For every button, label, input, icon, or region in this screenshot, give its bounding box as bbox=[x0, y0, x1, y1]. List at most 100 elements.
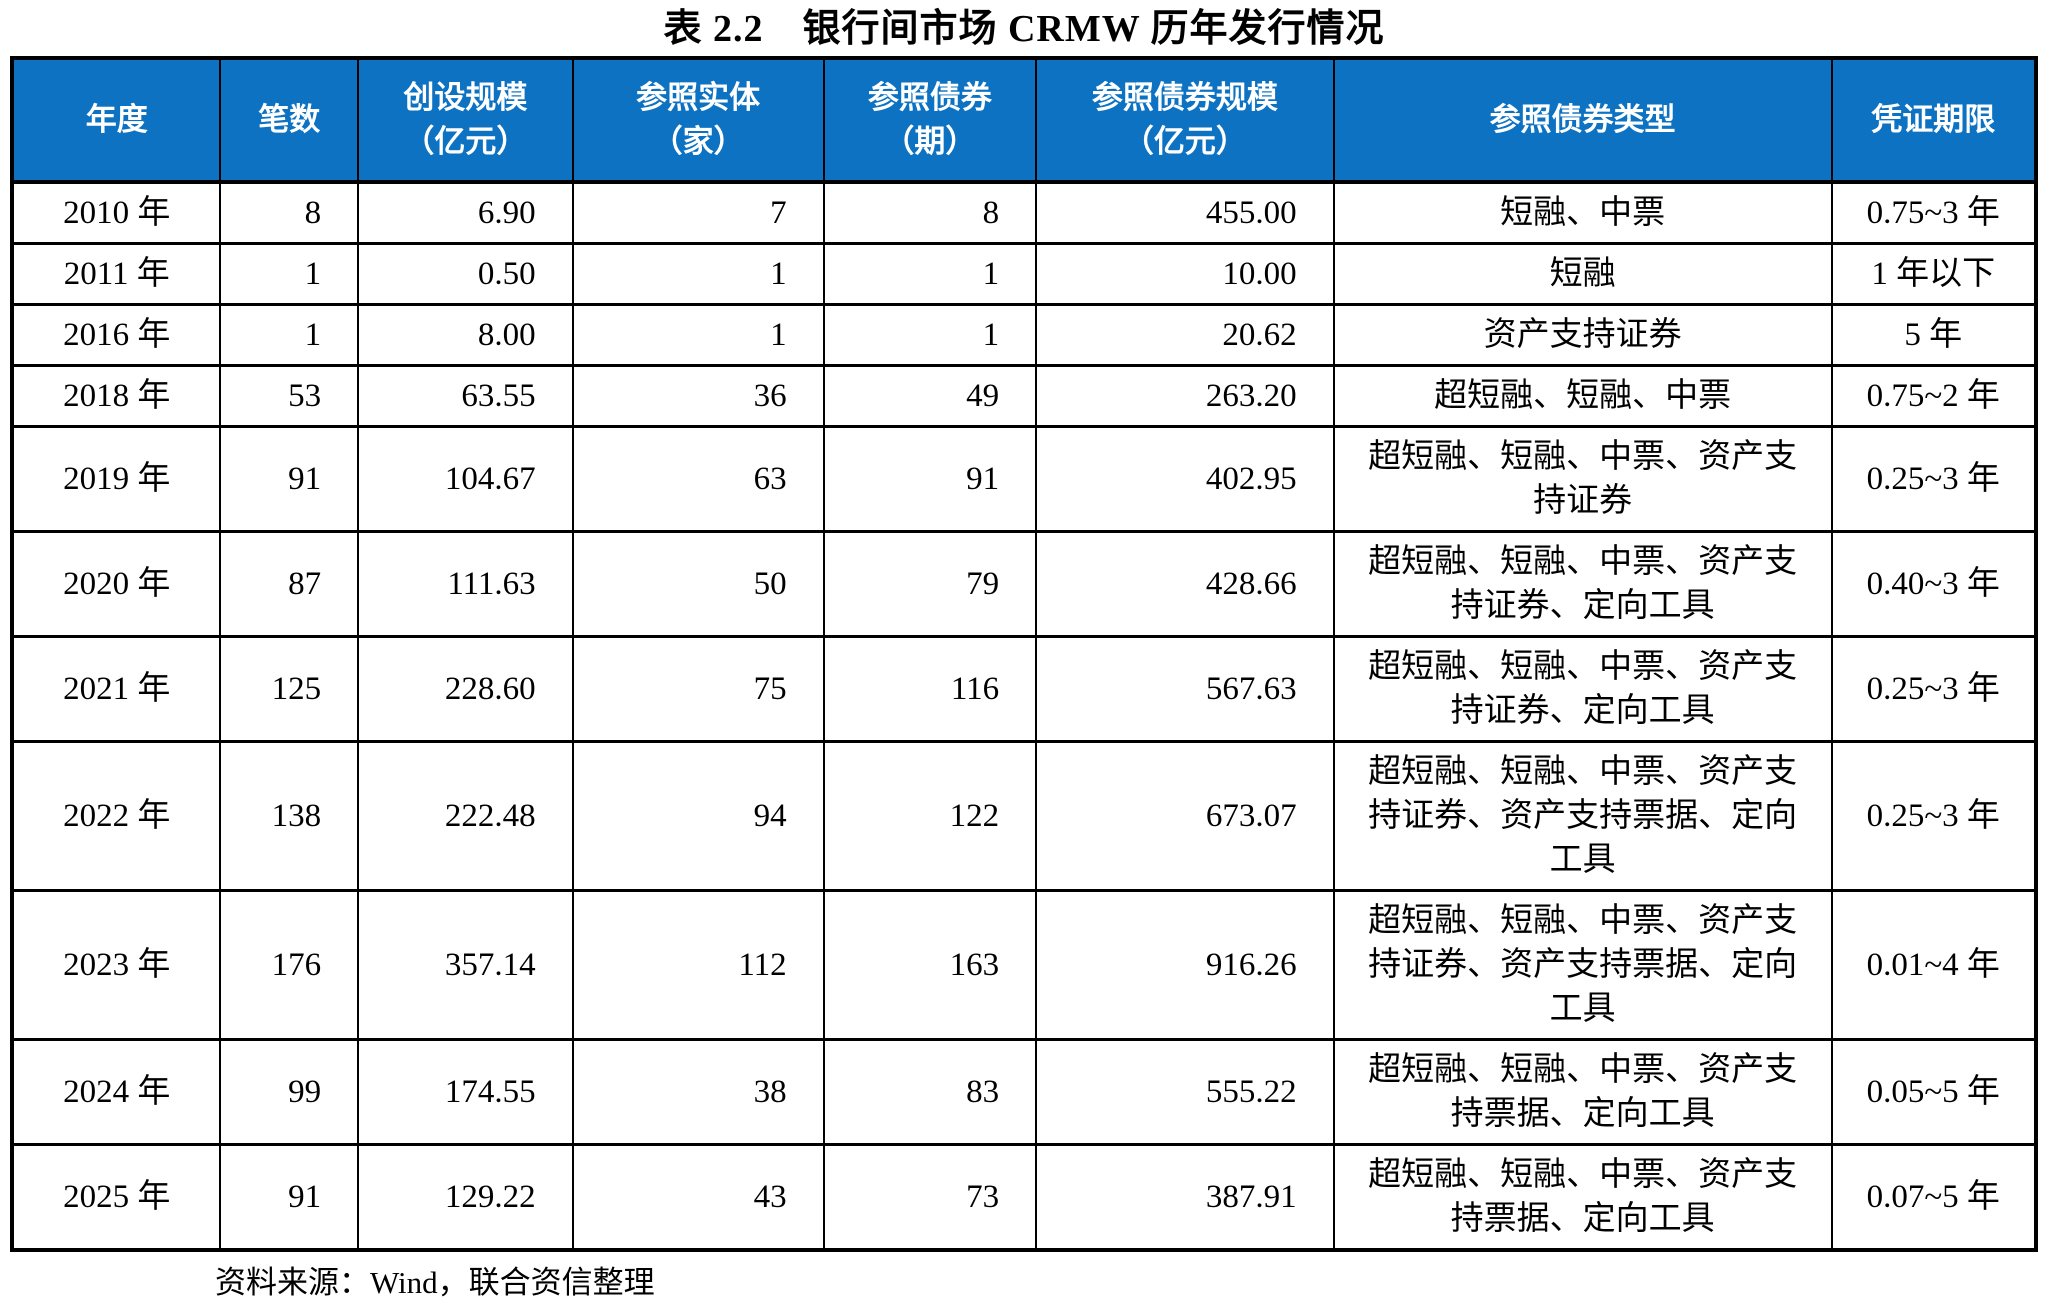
cell-ref-bond-types: 超短融、短融、中票、资产支持票据、定向工具 bbox=[1332, 1038, 1833, 1146]
table-row: 2022 年 138 222.48 94 122 673.07 超短融、短融、中票、资产支持… bbox=[10, 740, 2038, 892]
cell-ref-entities: 63 bbox=[571, 425, 825, 533]
cell-ref-bond-types: 超短融、短融、中票、资产支持票据、定向工具 bbox=[1332, 1143, 1833, 1252]
cell-count: 99 bbox=[219, 1038, 360, 1146]
cell-ref-entities: 36 bbox=[571, 364, 825, 428]
cell-ref-entities: 43 bbox=[571, 1143, 825, 1252]
cell-creation-scale: 0.50 bbox=[357, 242, 574, 306]
cell-creation-scale: 8.00 bbox=[357, 303, 574, 367]
cell-ref-bonds: 91 bbox=[822, 425, 1038, 533]
table-title: 表 2.2 银行间市场 CRMW 历年发行情况 bbox=[663, 8, 1385, 50]
cell-term: 0.25~3 年 bbox=[1830, 740, 2038, 892]
cell-year: 2022 年 bbox=[10, 740, 222, 892]
table-header-row: 年度 笔数 创设规模 （亿元） 参照实体 （家） 参照债券 （期） 参照债券规模 （亿元）… bbox=[10, 58, 2038, 184]
cell-count: 176 bbox=[219, 889, 360, 1041]
cell-ref-bond-scale: 10.00 bbox=[1035, 242, 1335, 306]
cell-count: 138 bbox=[219, 740, 360, 892]
cell-creation-scale: 6.90 bbox=[357, 180, 574, 245]
cell-creation-scale: 222.48 bbox=[357, 740, 574, 892]
cell-count: 87 bbox=[219, 530, 360, 638]
cell-ref-entities: 94 bbox=[571, 740, 825, 892]
column-header-term: 凭证期限 bbox=[1830, 58, 2038, 184]
table-row: 2021 年 125 228.60 75 116 567.63 超短融、短融、中票、资产支持… bbox=[10, 635, 2038, 743]
crmw-issuance-table: 年度 笔数 创设规模 （亿元） 参照实体 （家） 参照债券 （期） 参照债券规模 （亿元）… bbox=[10, 56, 2038, 1252]
column-header-ref-bonds: 参照债券 （期） bbox=[822, 58, 1038, 184]
cell-ref-bonds: 79 bbox=[822, 530, 1038, 638]
cell-term: 0.07~5 年 bbox=[1830, 1143, 2038, 1252]
column-header-ref-entities: 参照实体 （家） bbox=[571, 58, 825, 184]
cell-year: 2010 年 bbox=[10, 180, 222, 245]
cell-ref-bond-scale: 20.62 bbox=[1035, 303, 1335, 367]
cell-term: 0.75~2 年 bbox=[1830, 364, 2038, 428]
cell-ref-entities: 1 bbox=[571, 242, 825, 306]
table-row: 2025 年 91 129.22 43 73 387.91 超短融、短融、中票、资产支持票据… bbox=[10, 1143, 2038, 1252]
cell-count: 1 bbox=[219, 242, 360, 306]
cell-ref-bond-scale: 263.20 bbox=[1035, 364, 1335, 428]
column-header-ref-bond-types: 参照债券类型 bbox=[1332, 58, 1833, 184]
column-header-ref-bond-scale: 参照债券规模 （亿元） bbox=[1035, 58, 1335, 184]
cell-ref-bond-scale: 673.07 bbox=[1035, 740, 1335, 892]
cell-ref-entities: 75 bbox=[571, 635, 825, 743]
cell-ref-entities: 7 bbox=[571, 180, 825, 245]
cell-count: 1 bbox=[219, 303, 360, 367]
cell-ref-bond-scale: 916.26 bbox=[1035, 889, 1335, 1041]
cell-term: 0.75~3 年 bbox=[1830, 180, 2038, 245]
cell-ref-bond-scale: 455.00 bbox=[1035, 180, 1335, 245]
cell-year: 2011 年 bbox=[10, 242, 222, 306]
cell-term: 0.01~4 年 bbox=[1830, 889, 2038, 1041]
table-row: 2011 年 1 0.50 1 1 10.00 短融 1 年以下 bbox=[10, 242, 2038, 306]
cell-ref-bonds: 116 bbox=[822, 635, 1038, 743]
table-row: 2020 年 87 111.63 50 79 428.66 超短融、短融、中票、资产支持证券… bbox=[10, 530, 2038, 638]
cell-year: 2023 年 bbox=[10, 889, 222, 1041]
cell-ref-bond-types: 短融、中票 bbox=[1332, 180, 1833, 245]
cell-year: 2016 年 bbox=[10, 303, 222, 367]
cell-ref-entities: 38 bbox=[571, 1038, 825, 1146]
cell-year: 2019 年 bbox=[10, 425, 222, 533]
cell-ref-bond-types: 短融 bbox=[1332, 242, 1833, 306]
cell-ref-bonds: 1 bbox=[822, 242, 1038, 306]
cell-creation-scale: 104.67 bbox=[357, 425, 574, 533]
table-row: 2024 年 99 174.55 38 83 555.22 超短融、短融、中票、资产支持票据… bbox=[10, 1038, 2038, 1146]
column-header-count: 笔数 bbox=[219, 58, 360, 184]
cell-count: 91 bbox=[219, 1143, 360, 1252]
cell-ref-bond-types: 超短融、短融、中票、资产支持证券、定向工具 bbox=[1332, 530, 1833, 638]
table-row: 2019 年 91 104.67 63 91 402.95 超短融、短融、中票、资产支持证券… bbox=[10, 425, 2038, 533]
cell-creation-scale: 129.22 bbox=[357, 1143, 574, 1252]
cell-ref-bond-scale: 402.95 bbox=[1035, 425, 1335, 533]
cell-ref-bonds: 122 bbox=[822, 740, 1038, 892]
cell-count: 53 bbox=[219, 364, 360, 428]
table-row: 2018 年 53 63.55 36 49 263.20 超短融、短融、中票 0.75~2 年 bbox=[10, 364, 2038, 428]
cell-ref-entities: 50 bbox=[571, 530, 825, 638]
cell-year: 2021 年 bbox=[10, 635, 222, 743]
cell-ref-bond-types: 超短融、短融、中票、资产支持证券、定向工具 bbox=[1332, 635, 1833, 743]
column-header-creation-scale: 创设规模 （亿元） bbox=[357, 58, 574, 184]
cell-year: 2018 年 bbox=[10, 364, 222, 428]
table-row: 2010 年 8 6.90 7 8 455.00 短融、中票 0.75~3 年 bbox=[10, 180, 2038, 245]
cell-ref-bond-scale: 387.91 bbox=[1035, 1143, 1335, 1252]
cell-ref-bonds: 49 bbox=[822, 364, 1038, 428]
cell-count: 8 bbox=[219, 180, 360, 245]
cell-ref-bond-types: 资产支持证券 bbox=[1332, 303, 1833, 367]
cell-creation-scale: 174.55 bbox=[357, 1038, 574, 1146]
data-source-note: 资料来源：Wind，联合资信整理 bbox=[215, 1265, 655, 1300]
cell-term: 1 年以下 bbox=[1830, 242, 2038, 306]
cell-year: 2020 年 bbox=[10, 530, 222, 638]
cell-ref-bond-scale: 555.22 bbox=[1035, 1038, 1335, 1146]
table-row: 2016 年 1 8.00 1 1 20.62 资产支持证券 5 年 bbox=[10, 303, 2038, 367]
cell-count: 125 bbox=[219, 635, 360, 743]
cell-creation-scale: 228.60 bbox=[357, 635, 574, 743]
cell-creation-scale: 357.14 bbox=[357, 889, 574, 1041]
column-header-year: 年度 bbox=[10, 58, 222, 184]
cell-term: 0.05~5 年 bbox=[1830, 1038, 2038, 1146]
cell-creation-scale: 63.55 bbox=[357, 364, 574, 428]
table-row: 2023 年 176 357.14 112 163 916.26 超短融、短融、中票、资产支… bbox=[10, 889, 2038, 1041]
cell-year: 2025 年 bbox=[10, 1143, 222, 1252]
cell-ref-bond-types: 超短融、短融、中票 bbox=[1332, 364, 1833, 428]
cell-ref-bonds: 73 bbox=[822, 1143, 1038, 1252]
cell-ref-entities: 1 bbox=[571, 303, 825, 367]
cell-ref-bonds: 163 bbox=[822, 889, 1038, 1041]
cell-creation-scale: 111.63 bbox=[357, 530, 574, 638]
cell-ref-bond-scale: 428.66 bbox=[1035, 530, 1335, 638]
cell-ref-bond-scale: 567.63 bbox=[1035, 635, 1335, 743]
cell-ref-bonds: 83 bbox=[822, 1038, 1038, 1146]
